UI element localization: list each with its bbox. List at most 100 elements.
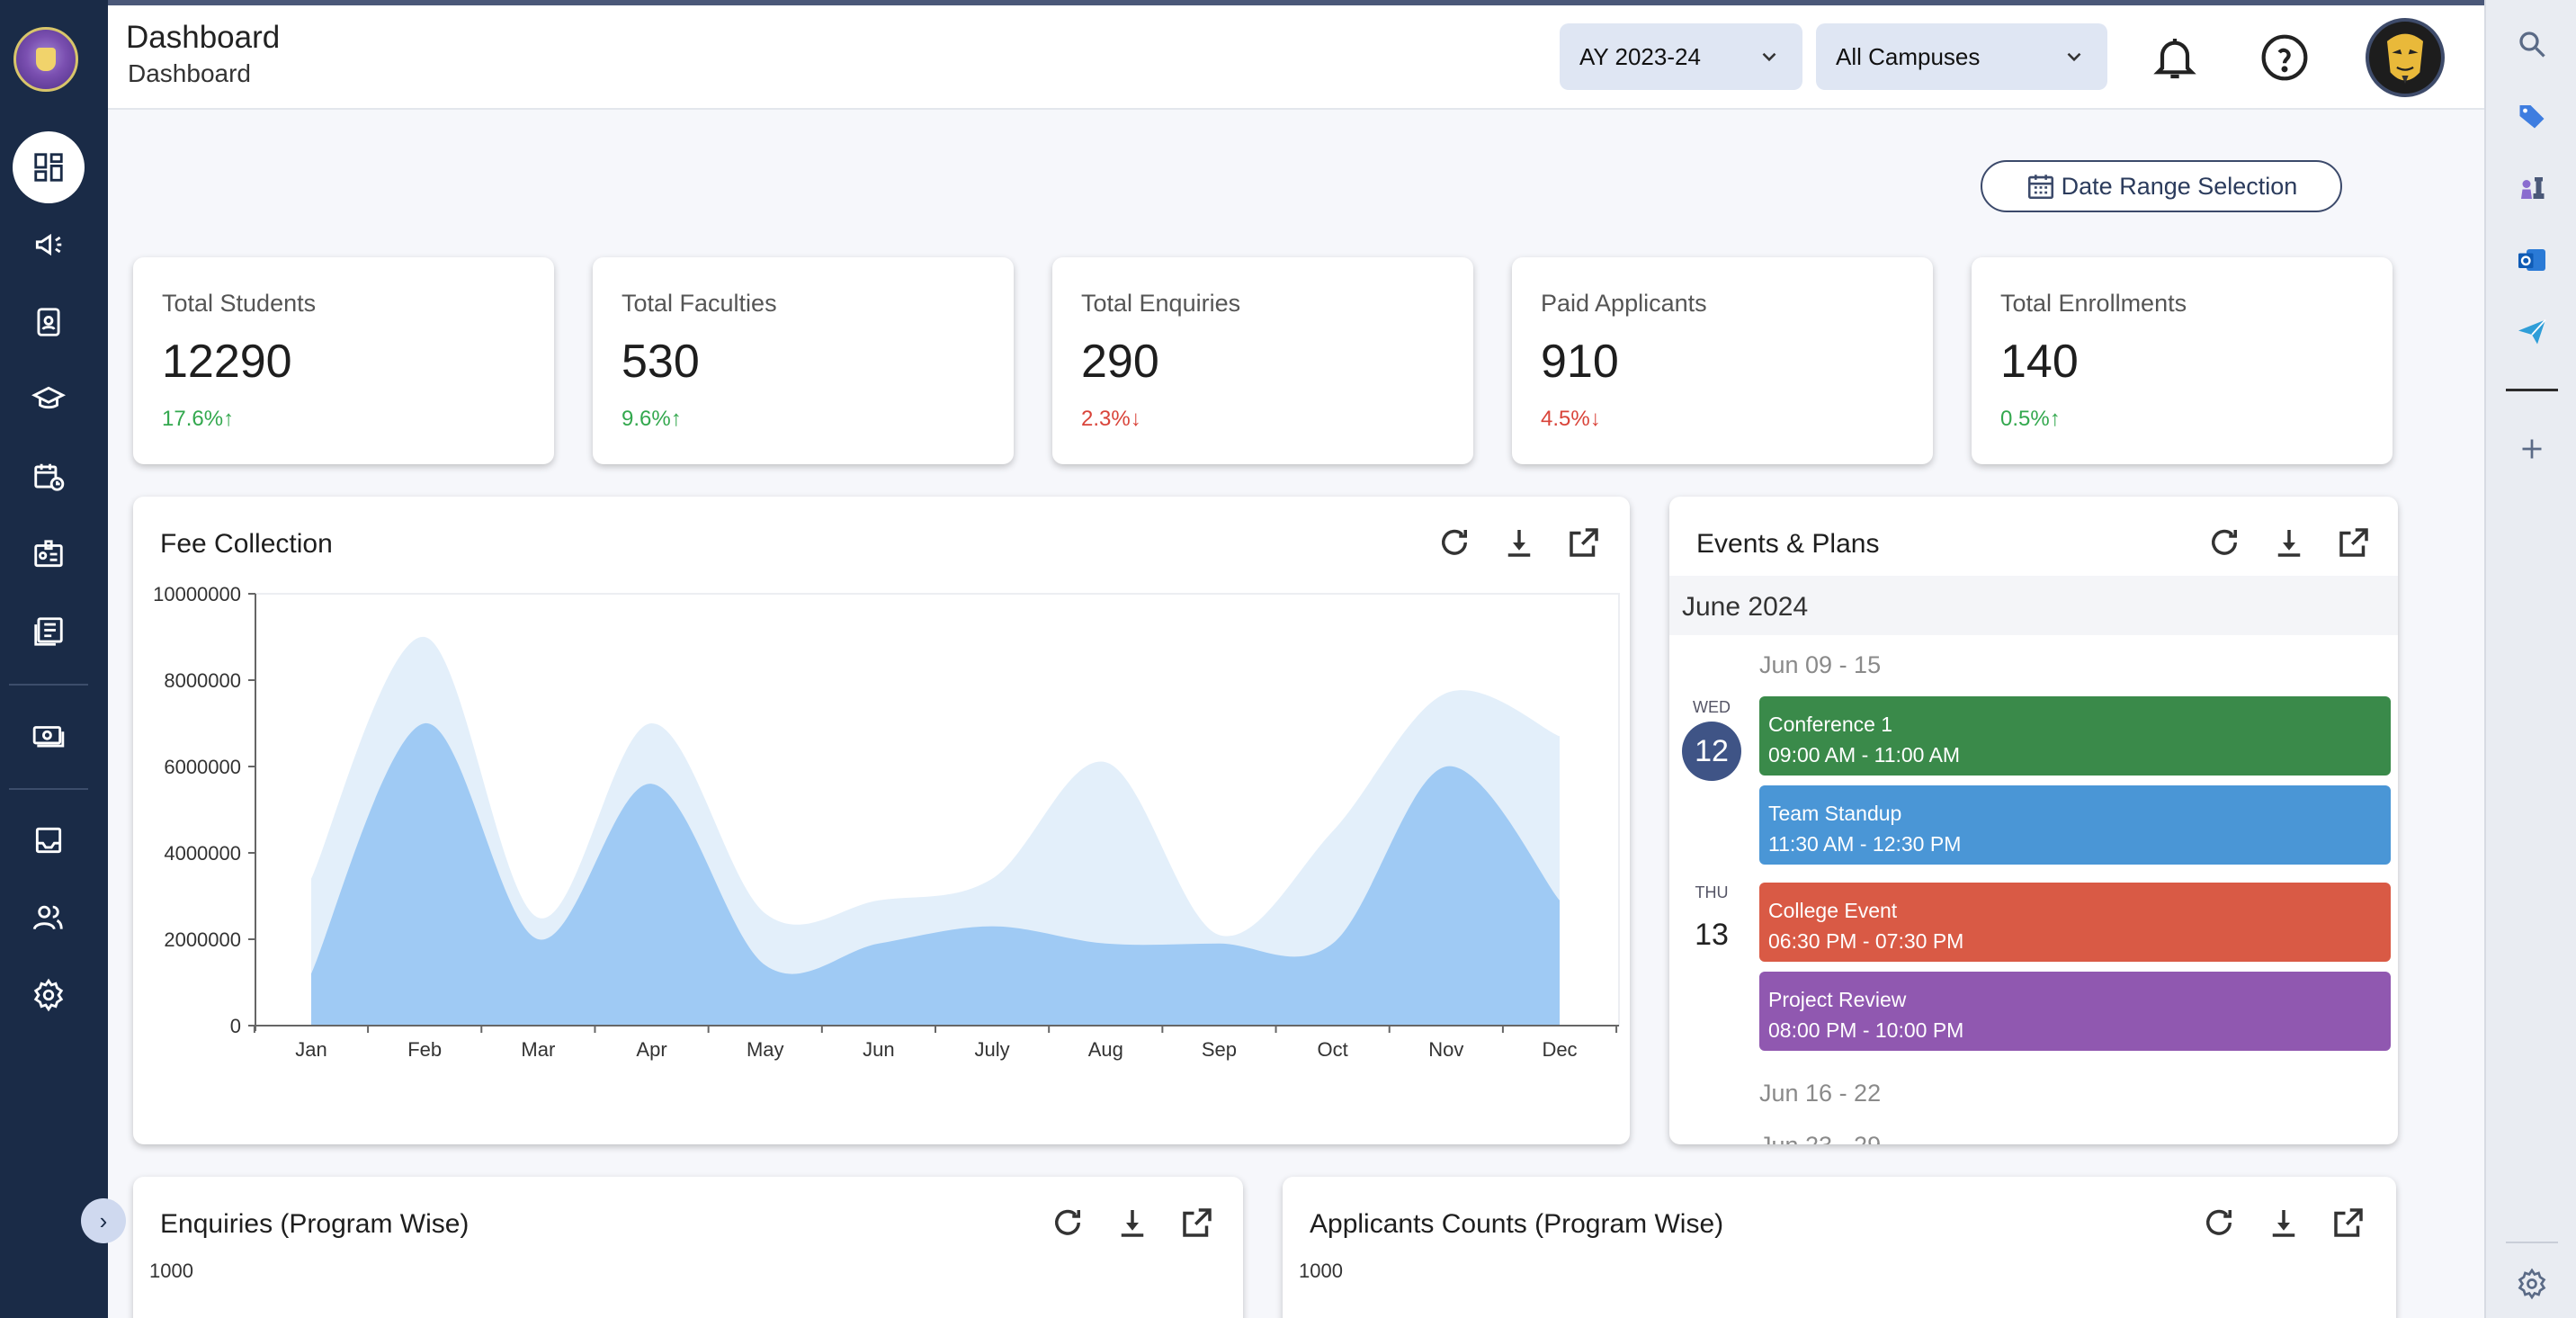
applicants-program-wise-panel: Applicants Counts (Program Wise) 1000 — [1283, 1177, 2396, 1318]
x-tick-label: Aug — [1088, 1038, 1123, 1061]
day-name: WED — [1693, 698, 1731, 716]
institution-logo[interactable] — [13, 27, 78, 92]
trend-up-icon: ↑ — [670, 407, 682, 431]
tag-icon[interactable] — [2513, 97, 2551, 135]
y-tick-label: 10000000 — [153, 583, 241, 605]
stat-label: Total Enrollments — [2000, 290, 2187, 317]
stat-change: 4.5%↓ — [1541, 407, 1601, 432]
event-title: Conference 1 — [1768, 713, 1893, 736]
event-time: 09:00 AM - 11:00 AM — [1768, 743, 1961, 767]
refresh-icon[interactable] — [1049, 1204, 1087, 1242]
stat-value: 530 — [622, 336, 700, 388]
download-icon[interactable] — [1114, 1204, 1151, 1242]
sidebar-divider — [9, 788, 88, 790]
stat-label: Total Faculties — [622, 290, 777, 317]
rail-divider — [2506, 389, 2558, 391]
stat-label: Total Enquiries — [1081, 290, 1241, 317]
megaphone-icon[interactable] — [13, 209, 85, 281]
open-external-icon[interactable] — [2335, 524, 2373, 561]
stat-value: 910 — [1541, 336, 1619, 388]
event-time: 08:00 PM - 10:00 PM — [1768, 1018, 1964, 1042]
refresh-icon[interactable] — [2200, 1204, 2238, 1242]
refresh-icon[interactable] — [1436, 524, 1473, 561]
payments-icon[interactable] — [13, 700, 85, 772]
enquiries-title: Enquiries (Program Wise) — [160, 1209, 470, 1239]
y-tick-label: 8000000 — [164, 669, 241, 692]
events-month-bar: June 2024 — [1669, 576, 2398, 635]
stat-change: 0.5%↑ — [2000, 407, 2061, 432]
trend-down-icon: ↓ — [1130, 407, 1141, 431]
stat-value: 290 — [1081, 336, 1159, 388]
notification-bell-icon[interactable] — [2150, 32, 2200, 83]
event-title: Team Standup — [1768, 802, 1902, 825]
download-icon[interactable] — [2270, 524, 2308, 561]
week-label: Jun 23 - 29 — [1759, 1132, 1881, 1144]
header-accent-bar — [108, 0, 2484, 5]
trend-up-icon: ↑ — [2049, 407, 2061, 431]
users-icon[interactable] — [13, 882, 85, 954]
series-area-2 — [311, 722, 1560, 1026]
y-tick-label: 4000000 — [164, 842, 241, 865]
fee-collection-chart: 0 2000000 4000000 6000000 8000000 10000000 Jan… — [153, 583, 1620, 1061]
rail-divider — [2506, 1242, 2558, 1243]
download-icon[interactable] — [1500, 524, 1538, 561]
refresh-icon[interactable] — [2205, 524, 2243, 561]
news-icon[interactable] — [13, 596, 85, 668]
day-name: THU — [1695, 883, 1729, 901]
outlook-icon[interactable] — [2513, 241, 2551, 279]
right-rail — [2484, 0, 2576, 1318]
contact-card-icon[interactable] — [13, 286, 85, 358]
inbox-icon[interactable] — [13, 804, 85, 876]
download-icon[interactable] — [2265, 1204, 2303, 1242]
x-tick-label: Oct — [1318, 1038, 1348, 1061]
y-tick-label: 2000000 — [164, 928, 241, 951]
academic-year-value: AY 2023-24 — [1579, 42, 1701, 70]
campus-select[interactable]: All Campuses — [1816, 23, 2107, 90]
enquiries-program-wise-panel: Enquiries (Program Wise) 1000 — [133, 1177, 1243, 1318]
open-external-icon[interactable] — [2330, 1204, 2367, 1242]
stat-label: Paid Applicants — [1541, 290, 1707, 317]
x-tick-label: May — [747, 1038, 784, 1061]
send-icon[interactable] — [2513, 313, 2551, 351]
stat-change-value: 4.5% — [1541, 407, 1590, 431]
x-tick-label: Apr — [636, 1038, 666, 1061]
settings-gear-icon[interactable] — [2513, 1265, 2551, 1303]
open-external-icon[interactable] — [1178, 1204, 1216, 1242]
day-number[interactable]: 13 — [1695, 917, 1729, 952]
event-item[interactable]: Project Review 08:00 PM - 10:00 PM — [1759, 972, 2391, 1051]
page-title: Dashboard — [126, 20, 281, 55]
chess-pieces-icon[interactable] — [2513, 169, 2551, 207]
fee-collection-panel: Fee Collection 0 2000000 4000000 6000000 800… — [133, 497, 1630, 1144]
help-icon[interactable] — [2259, 32, 2310, 83]
event-item[interactable]: Team Standup 11:30 AM - 12:30 PM — [1759, 785, 2391, 865]
event-item[interactable]: College Event 06:30 PM - 07:30 PM — [1759, 883, 2391, 962]
search-icon[interactable] — [2513, 25, 2551, 63]
breadcrumb[interactable]: Dashboard — [128, 59, 251, 87]
stat-change-value: 9.6% — [622, 407, 671, 431]
stat-card: Total Enrollments 140 0.5%↑ — [1972, 257, 2393, 464]
graduation-cap-icon[interactable] — [13, 363, 85, 435]
y-axis-top-label: 1000 — [1299, 1260, 1343, 1282]
chevron-down-icon — [1762, 52, 1776, 62]
date-range-selection-button[interactable]: Date Range Selection — [1981, 160, 2342, 212]
calendar-clock-icon[interactable] — [13, 441, 85, 513]
open-external-icon[interactable] — [1565, 524, 1603, 561]
week-label: Jun 09 - 15 — [1759, 651, 1882, 678]
events-month-label[interactable]: June 2024 — [1682, 592, 1809, 622]
trend-up-icon: ↑ — [223, 407, 235, 431]
stat-label: Total Students — [162, 290, 317, 317]
event-item[interactable]: Conference 1 09:00 AM - 11:00 AM — [1759, 696, 2391, 776]
chevron-down-icon — [2067, 52, 2081, 62]
add-icon[interactable] — [2513, 430, 2551, 468]
stat-change: 9.6%↑ — [622, 407, 682, 432]
academic-year-select[interactable]: AY 2023-24 — [1560, 23, 1802, 90]
campus-value: All Campuses — [1836, 42, 1981, 70]
x-tick-label: Jun — [863, 1038, 894, 1061]
dashboard-icon[interactable] — [13, 131, 85, 203]
user-avatar[interactable] — [2366, 18, 2445, 97]
id-badge-icon[interactable] — [13, 518, 85, 590]
settings-gear-icon[interactable] — [13, 959, 85, 1031]
sidebar-expand-toggle[interactable]: › — [81, 1198, 126, 1243]
day-number-today[interactable]: 12 — [1682, 722, 1741, 781]
stat-change-value: 0.5% — [2000, 407, 2050, 431]
